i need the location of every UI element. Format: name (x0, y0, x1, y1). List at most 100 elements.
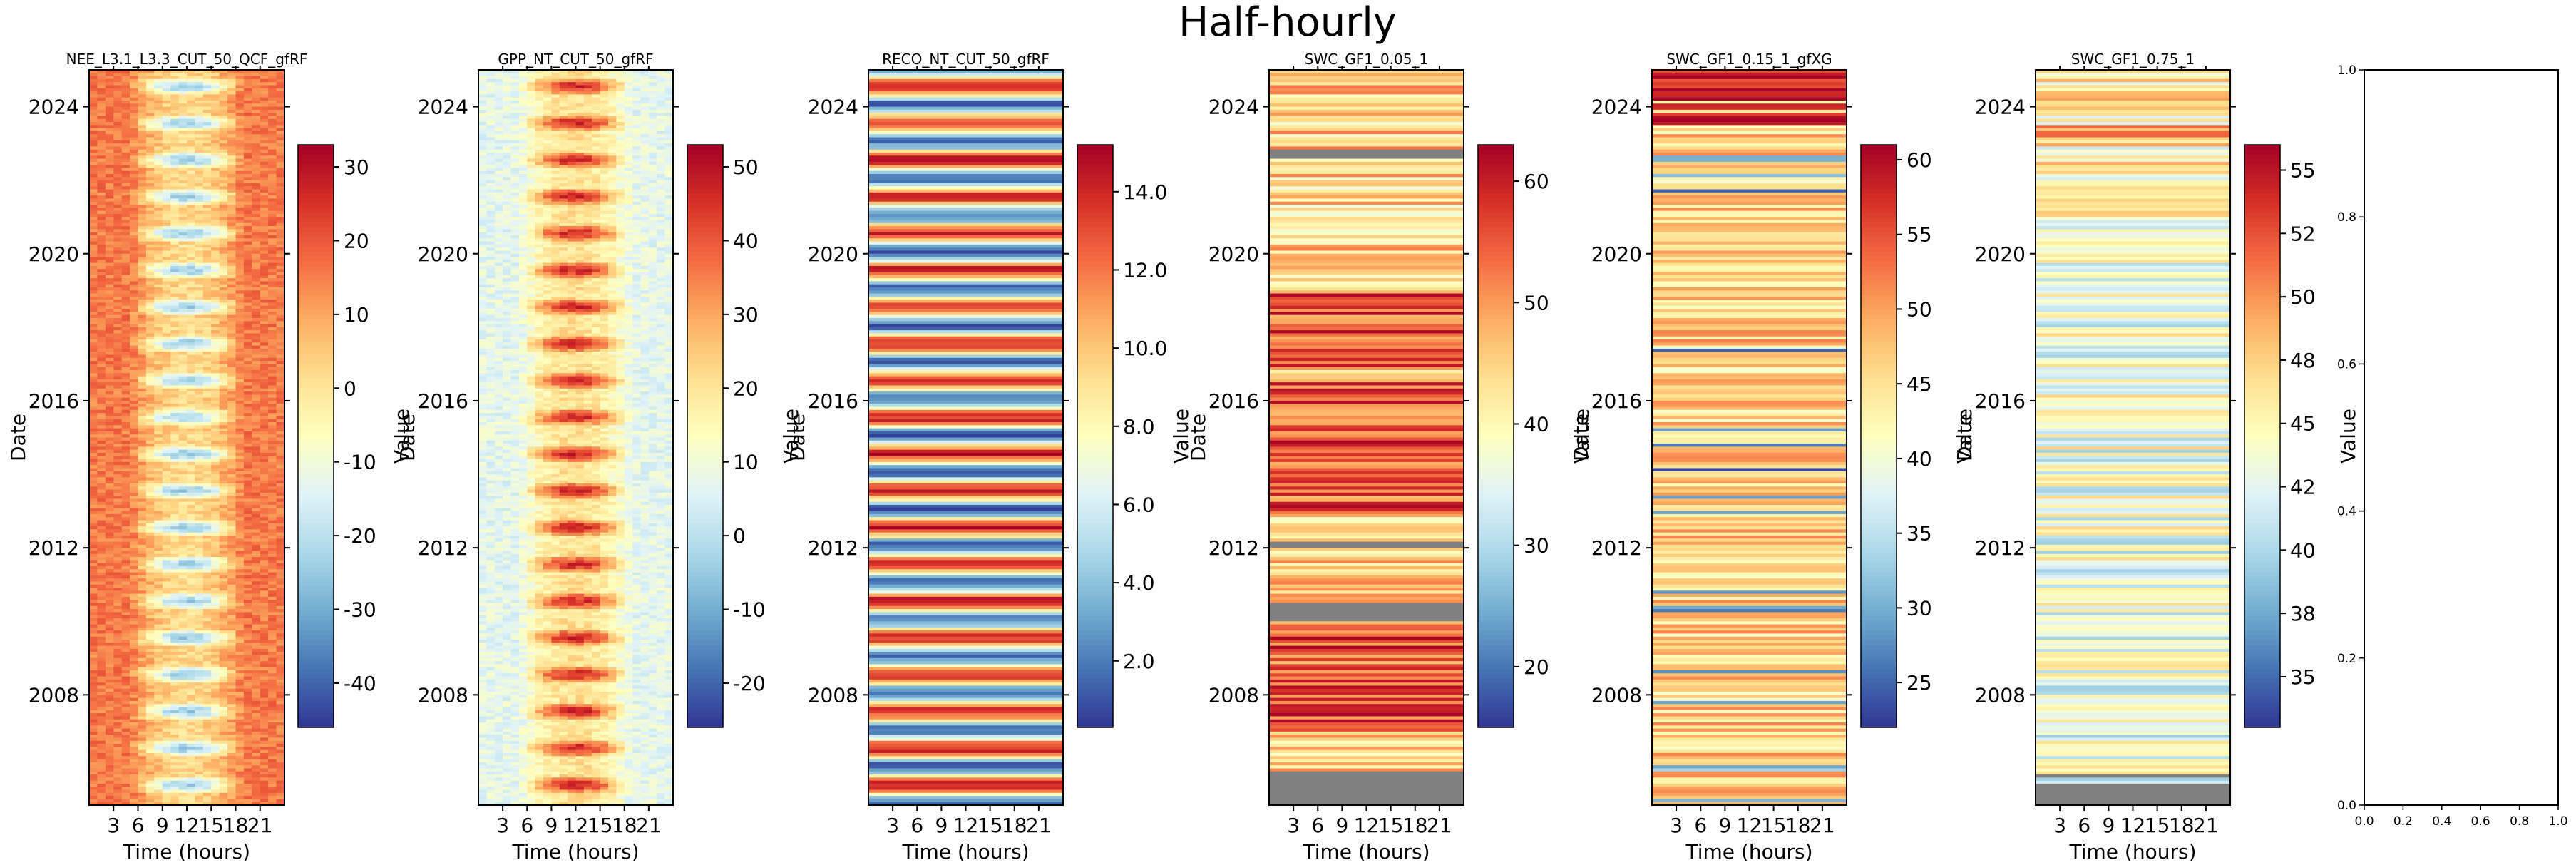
heatmap-cell (187, 143, 196, 147)
heatmap-cell (121, 459, 130, 463)
heatmap-cell (97, 590, 106, 595)
heatmap-cell (162, 140, 171, 144)
heatmap-cell (154, 425, 163, 429)
heatmap-cell (89, 477, 98, 481)
heatmap-cell (268, 425, 277, 429)
heatmap-cell (97, 486, 106, 491)
heatmap-cell (105, 526, 114, 530)
heatmap-cell (260, 655, 269, 659)
heatmap-cell (187, 388, 196, 392)
heatmap-cell (187, 486, 196, 491)
heatmap-cell (260, 287, 269, 291)
heatmap-cell (121, 348, 130, 352)
heatmap-cell (243, 275, 252, 279)
heatmap-cell (178, 118, 188, 123)
heatmap-cell (235, 578, 245, 583)
heatmap-cell (252, 336, 261, 340)
heatmap-cell (162, 118, 171, 123)
heatmap-cell (145, 508, 155, 512)
heatmap-cell (105, 624, 114, 628)
heatmap-cell (187, 532, 196, 536)
heatmap-cell (105, 657, 114, 662)
heatmap-cell (211, 265, 220, 270)
heatmap-cell (202, 146, 212, 150)
heatmap-cell (219, 612, 228, 616)
heatmap-cell (178, 404, 188, 408)
heatmap-cell (227, 168, 237, 172)
heatmap-cell (260, 572, 269, 576)
heatmap-cell (268, 106, 277, 111)
heatmap-cell (178, 265, 188, 270)
heatmap-cell (97, 170, 106, 175)
heatmap-cell (211, 76, 220, 80)
heatmap-cell (154, 413, 163, 417)
heatmap-cell (202, 217, 212, 221)
heatmap-cell (260, 70, 269, 73)
heatmap-cell (227, 94, 237, 98)
heatmap-cell (162, 272, 171, 276)
heatmap-cell (162, 661, 171, 665)
heatmap-cell (178, 137, 188, 141)
heatmap-cell (145, 685, 155, 690)
heatmap-cell (121, 523, 130, 527)
heatmap-cell (97, 161, 106, 165)
heatmap-cell (260, 477, 269, 481)
heatmap-cell (178, 688, 188, 692)
heatmap-cell (162, 697, 171, 702)
heatmap-cell (121, 269, 130, 273)
heatmap-cell (145, 492, 155, 496)
heatmap-cell (97, 523, 106, 527)
heatmap-cell (145, 513, 155, 518)
heatmap-cell (235, 149, 245, 153)
heatmap-cell (105, 431, 114, 435)
heatmap-cell (154, 352, 163, 356)
heatmap-cell (138, 621, 147, 625)
heatmap-cell (195, 94, 204, 98)
heatmap-cell (145, 437, 155, 441)
heatmap-cell (260, 116, 269, 120)
heatmap-cell (154, 615, 163, 619)
heatmap-cell (121, 544, 130, 548)
heatmap-cell (97, 205, 106, 208)
heatmap-cell (113, 627, 123, 631)
heatmap-cell (154, 275, 163, 279)
heatmap-cell (130, 367, 139, 371)
heatmap-cell (276, 118, 285, 123)
heatmap-cell (178, 235, 188, 239)
heatmap-cell (121, 394, 130, 399)
heatmap-cell (187, 342, 196, 347)
heatmap-cell (268, 97, 277, 101)
heatmap-cell (97, 217, 106, 221)
heatmap-cell (113, 419, 123, 423)
heatmap-cell (89, 269, 98, 273)
heatmap-cell (121, 143, 130, 147)
heatmap-cell (113, 474, 123, 478)
heatmap-cell (187, 106, 196, 111)
heatmap-cell (260, 146, 269, 150)
heatmap-cell (187, 262, 196, 267)
heatmap-cell (202, 624, 212, 628)
heatmap-cell (195, 437, 204, 441)
heatmap-cell (130, 459, 139, 463)
heatmap-cell (187, 348, 196, 352)
heatmap-cell (202, 645, 212, 650)
heatmap-cell (105, 697, 114, 702)
heatmap-cell (97, 235, 106, 239)
heatmap-cell (89, 505, 98, 508)
heatmap-cell (187, 612, 196, 616)
heatmap-cell (154, 222, 163, 227)
heatmap-cell (276, 557, 285, 561)
heatmap-cell (162, 357, 171, 362)
heatmap-cell (260, 697, 269, 702)
heatmap-cell (195, 428, 204, 432)
heatmap-cell (195, 213, 204, 217)
heatmap-cell (243, 220, 252, 224)
heatmap-cell (113, 149, 123, 153)
heatmap-cell (219, 655, 228, 659)
heatmap-cell (252, 109, 261, 113)
heatmap-cell (121, 685, 130, 690)
heatmap-cell (252, 91, 261, 95)
heatmap-cell (260, 624, 269, 628)
heatmap-cell (260, 508, 269, 512)
heatmap-cell (235, 413, 245, 417)
